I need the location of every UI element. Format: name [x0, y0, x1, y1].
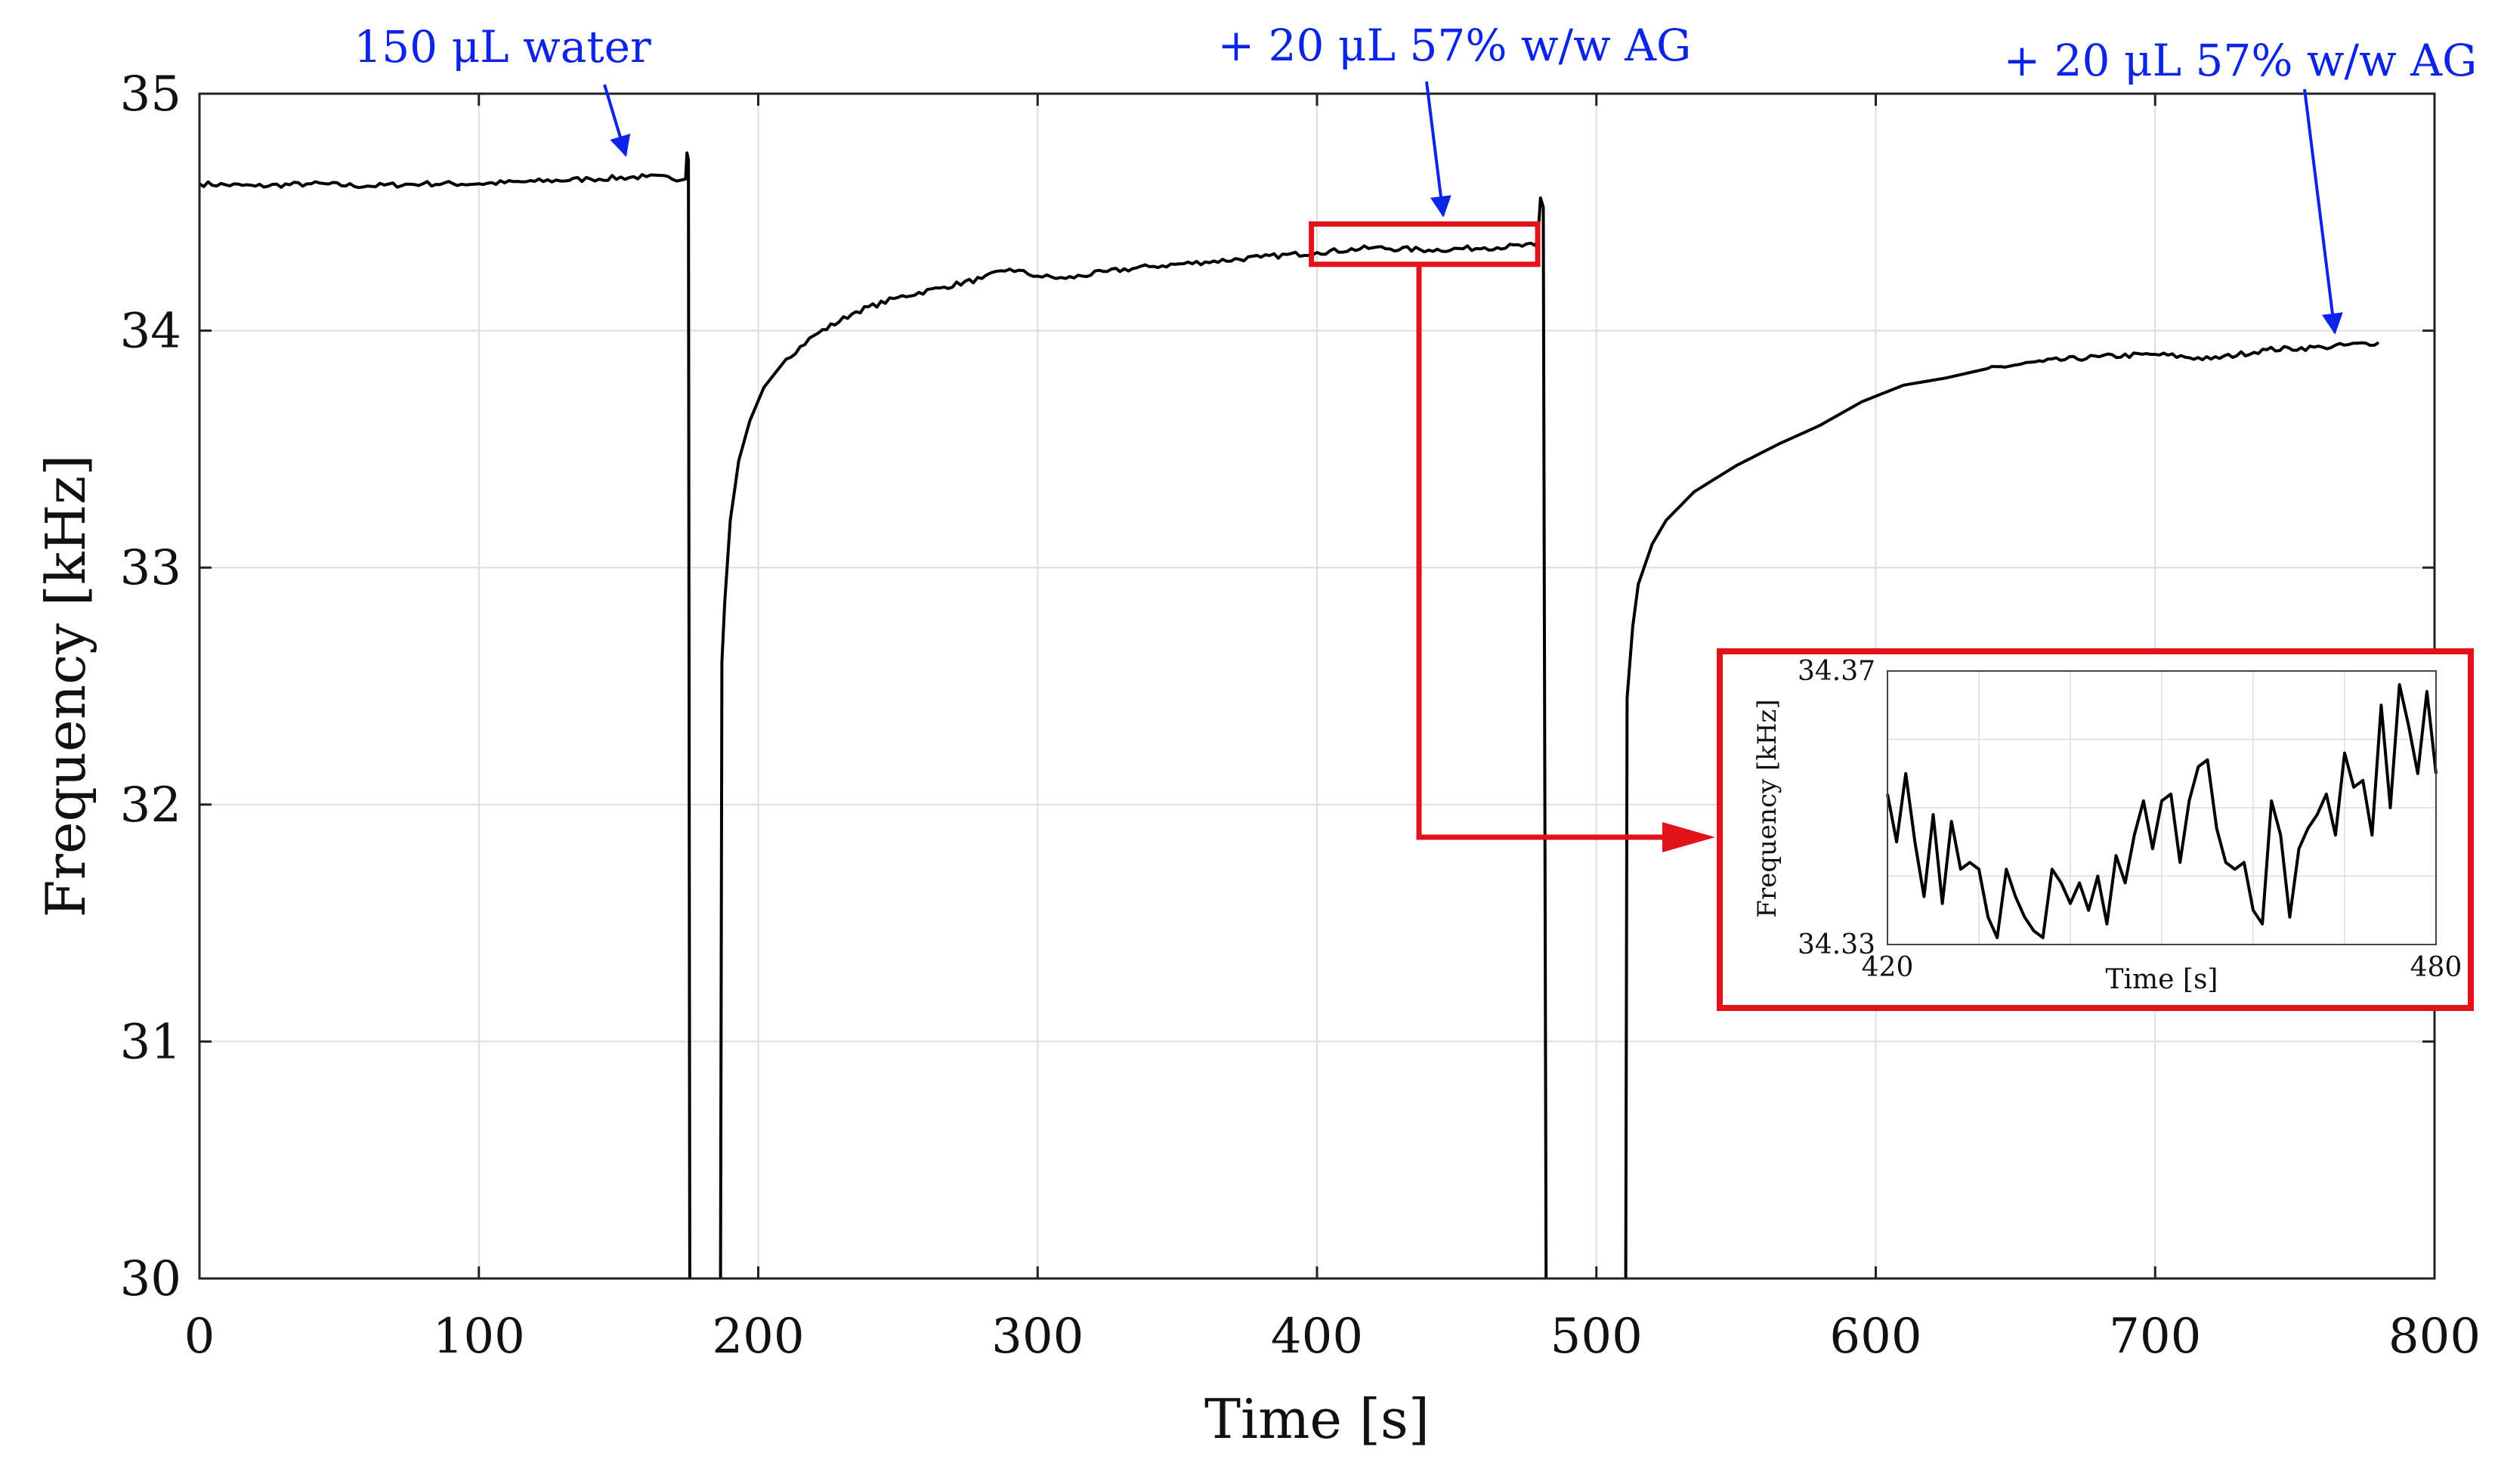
inset-series-line [1886, 683, 2438, 939]
zoom-connector-arrowhead [1662, 822, 1715, 852]
main-y-tick-label: 35 [120, 66, 181, 122]
main-y-tick-label: 34 [120, 304, 181, 360]
main-x-tick-label: 300 [991, 1309, 1084, 1365]
inset-frame [1717, 648, 2474, 1011]
inset-data-line [1886, 683, 2438, 939]
main-x-tick-label: 400 [1271, 1309, 1363, 1365]
main-x-tick-label: 800 [2388, 1309, 2481, 1365]
main-y-tick-label: 31 [120, 1014, 181, 1070]
main-y-tick-label: 33 [120, 540, 181, 596]
main-series-segment-3 [1624, 341, 2380, 1279]
main-y-tick-labels: 30 31 32 33 34 35 [120, 66, 181, 1307]
main-x-tick-labels: 0 100 200 300 400 500 600 700 800 [184, 1309, 2481, 1365]
inset-y-tick-label: 34.33 [1798, 929, 1875, 960]
zoom-highlight-box [1309, 221, 1541, 267]
inset-plot-frame [1887, 670, 2437, 945]
main-y-axis-label: Frequency [kHz] [34, 455, 97, 918]
main-series-segment-1 [198, 151, 691, 1279]
main-x-tick-label: 200 [712, 1309, 804, 1365]
zoom-connector-line [1416, 267, 1666, 840]
annotation-ag-1: + 20 μL 57% w/w AG [1218, 20, 1692, 71]
main-data-lines [198, 151, 2380, 1279]
inset-y-axis-label: Frequency [kHz] [1752, 699, 1782, 917]
annotation-ag-2-arrow [2303, 88, 2343, 335]
inset-x-tick-labels: 420 480 [1862, 952, 2462, 983]
annotations: 150 μL water + 20 μL 57% w/w AG + 20 μL … [354, 20, 2478, 335]
inset-x-tick-label: 480 [2410, 952, 2462, 983]
main-x-tick-label: 500 [1550, 1309, 1643, 1365]
main-y-tick-label: 32 [120, 778, 181, 833]
annotation-ag-2: + 20 μL 57% w/w AG [2004, 35, 2478, 86]
main-x-tick-label: 600 [1829, 1309, 1921, 1365]
main-y-tick-label: 30 [120, 1251, 181, 1307]
main-series-segment-2 [719, 196, 1548, 1279]
annotation-water: 150 μL water [354, 21, 651, 73]
inset-y-tick-label: 34.37 [1798, 656, 1875, 687]
inset-x-axis-label: Time [s] [2106, 964, 2218, 995]
inset-y-tick-labels: 34.33 34.37 [1798, 656, 1875, 960]
main-x-tick-label: 700 [2109, 1309, 2201, 1365]
inset-x-tick-label: 420 [1862, 952, 1914, 983]
main-x-axis-label: Time [s] [1204, 1387, 1430, 1451]
main-x-tick-label: 0 [184, 1309, 215, 1365]
annotation-water-arrow [603, 84, 631, 157]
annotation-ag-1-arrow [1425, 81, 1451, 218]
main-x-tick-label: 100 [433, 1309, 525, 1365]
